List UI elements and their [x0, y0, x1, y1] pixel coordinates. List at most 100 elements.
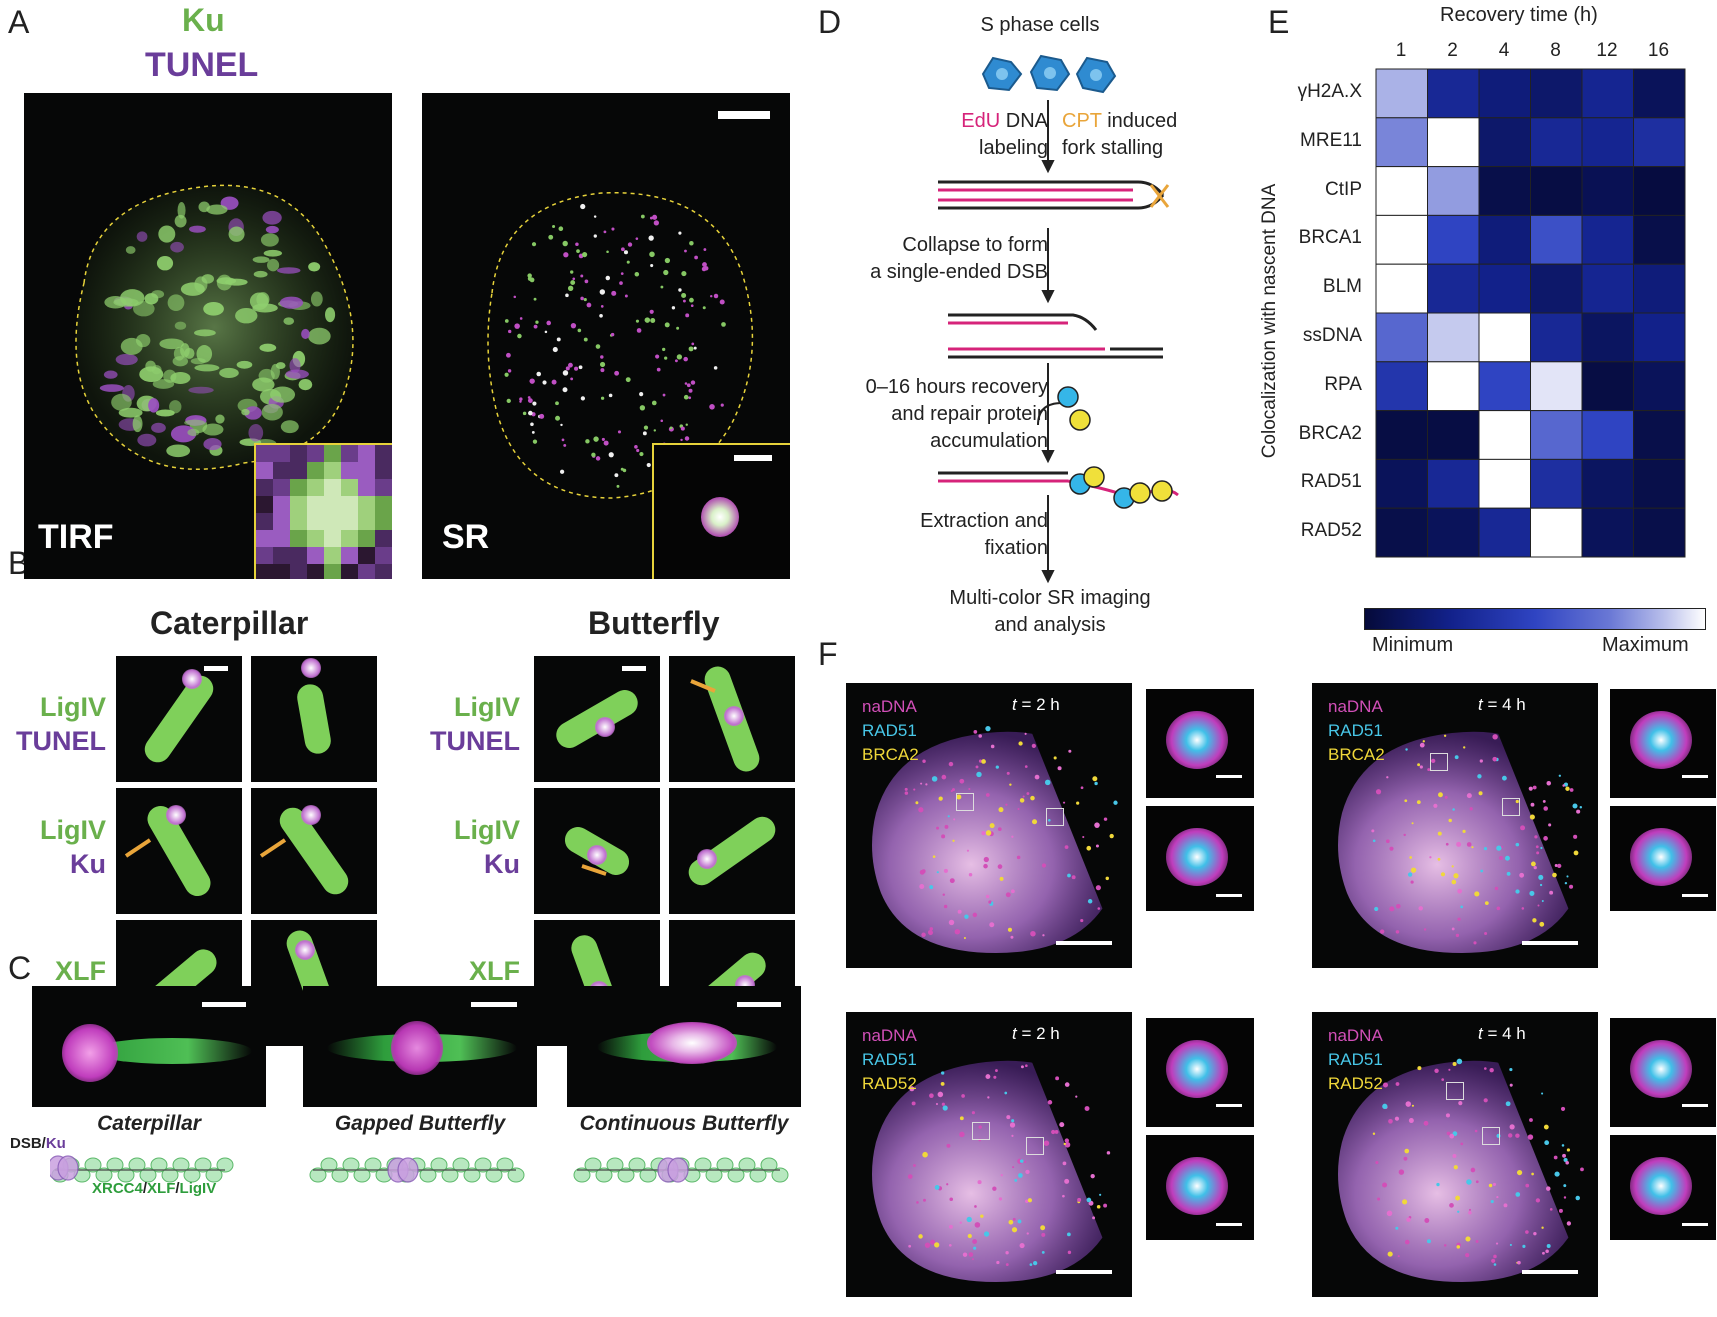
f-legend-third: BRCA2	[1328, 745, 1385, 764]
sr-signal	[635, 319, 640, 323]
tirf-signal	[188, 386, 214, 394]
sr-signal	[626, 260, 630, 264]
f-foci-dot	[1105, 876, 1109, 881]
f-foci-dot	[1493, 1254, 1497, 1259]
f-inset-1-1	[1146, 689, 1254, 798]
tirf-signal	[228, 226, 245, 242]
sr-signal	[556, 337, 561, 342]
sr-image: SR	[422, 93, 790, 579]
tirf-inset-pixel	[375, 479, 392, 496]
sr-signal	[562, 370, 569, 376]
tirf-inset-pixel	[256, 496, 273, 513]
f-foci-dot	[1055, 1076, 1060, 1081]
f-foci-dot	[1515, 1133, 1520, 1138]
f-foci-dot	[1041, 1232, 1046, 1237]
f-foci-dot	[985, 725, 991, 732]
f-foci-dot	[1575, 1195, 1580, 1201]
tirf-inset-pixel	[341, 496, 358, 513]
f-legend-third: RAD52	[1328, 1074, 1383, 1093]
sr-signal	[611, 227, 615, 231]
f-foci-dot	[1024, 732, 1027, 735]
f-foci-dot	[1565, 786, 1570, 791]
sr-signal	[650, 263, 654, 268]
f-foci-dot	[1418, 906, 1423, 911]
sr-signal	[627, 242, 633, 247]
f-foci-dot	[1471, 846, 1474, 849]
tirf-inset-pixel	[273, 564, 290, 579]
heatmap-cell	[1581, 507, 1634, 558]
f-foci-dot	[1082, 835, 1085, 839]
f-scale-bar	[1056, 1270, 1112, 1274]
f-foci-dot	[989, 922, 995, 928]
f-foci-dot	[1573, 850, 1579, 856]
f-foci-dot	[1460, 905, 1463, 909]
tirf-signal	[174, 214, 187, 228]
f-foci-dot	[1076, 801, 1080, 805]
f-foci-dot	[1375, 1160, 1379, 1165]
tirf-signal	[170, 241, 184, 253]
tirf-signal	[189, 225, 206, 233]
f-foci-dot	[946, 1143, 951, 1148]
b-row1-label-right: LigIV TUNEL	[430, 692, 520, 756]
f-foci-dot	[988, 900, 992, 904]
tirf-inset-pixel	[324, 496, 341, 513]
tirf-nucleus-graphic	[75, 184, 354, 470]
sr-signal	[585, 439, 590, 444]
f-foci-dot	[904, 791, 909, 795]
f-foci-dot	[983, 856, 989, 863]
tirf-signal	[325, 307, 336, 323]
b-spot	[182, 669, 202, 690]
c-chain-bead	[194, 1157, 212, 1173]
sr-signal	[533, 297, 537, 301]
f-foci-dot	[1436, 1182, 1440, 1187]
f-foci-dot	[911, 1101, 916, 1106]
f-foci-dot	[971, 1111, 976, 1115]
f-foci-dot	[1009, 1122, 1016, 1128]
f-foci-dot	[1530, 802, 1535, 807]
f-foci-dot	[1019, 798, 1025, 803]
d-title: S phase cells	[980, 14, 1100, 36]
f-foci-dot	[1457, 888, 1463, 894]
tirf-inset-pixel	[290, 530, 307, 547]
panel-label-e: E	[1268, 4, 1290, 40]
heatmap-cell	[1633, 68, 1686, 119]
tirf-signal	[298, 378, 313, 391]
b-spot	[300, 804, 321, 825]
f-foci-dot	[1490, 1199, 1494, 1204]
f-foci-dot	[998, 1197, 1003, 1201]
f-foci-dot	[1041, 863, 1047, 868]
sr-signal	[519, 397, 523, 401]
f-foci-dot	[1449, 1133, 1455, 1139]
tirf-signal	[120, 289, 145, 307]
f-foci-dot	[1531, 1172, 1534, 1176]
f-foci-dot	[1077, 1197, 1082, 1202]
f-foci-dot	[943, 904, 948, 909]
f-foci-dot	[1466, 842, 1472, 847]
tirf-inset-pixel	[358, 445, 375, 462]
sr-signal	[560, 423, 563, 427]
sr-signal	[531, 430, 535, 434]
tirf-signal	[177, 201, 186, 219]
tirf-inset-pixel	[341, 462, 358, 479]
tirf-signal	[169, 400, 182, 414]
c-chain-bead	[474, 1157, 492, 1173]
sr-signal	[551, 379, 557, 385]
sr-signal	[572, 277, 576, 281]
f-foci-dot	[1000, 1173, 1003, 1177]
tirf-signal	[151, 422, 166, 433]
f-foci-dot	[1440, 872, 1446, 877]
f-foci-dot	[1411, 822, 1414, 825]
f-roi-box	[1502, 798, 1520, 816]
sr-signal	[584, 279, 589, 284]
sr-signal	[536, 371, 542, 377]
sr-signal	[527, 273, 532, 278]
f-foci-dot	[1092, 776, 1098, 782]
tirf-inset-pixel	[290, 513, 307, 530]
sr-signal	[713, 366, 718, 370]
b-filament	[295, 682, 333, 756]
f-foci-dot	[1066, 1232, 1071, 1237]
heatmap-cell	[1633, 117, 1686, 168]
f-cell-image-4: naDNA RAD51 RAD52 t = 4 h	[1312, 1012, 1598, 1297]
f-foci-dot	[1047, 1100, 1053, 1105]
f-foci-dot	[963, 937, 966, 940]
